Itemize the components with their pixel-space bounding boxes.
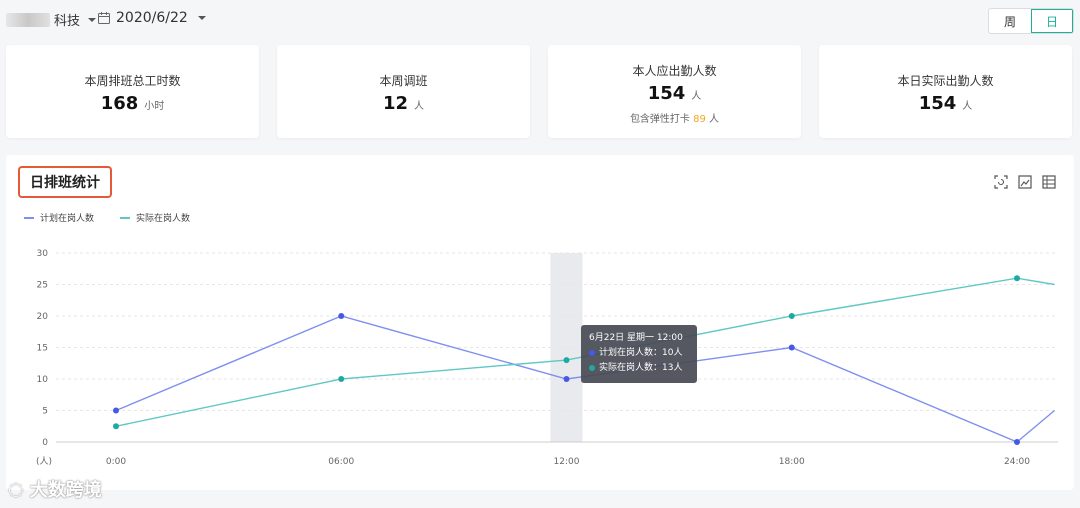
legend-label: 计划在岗人数 bbox=[40, 214, 95, 224]
stat-unit: 人 bbox=[414, 101, 425, 112]
x-tick-label: 06:00 bbox=[328, 457, 354, 467]
tooltip-label: 计划在岗人数： bbox=[599, 348, 663, 358]
data-point bbox=[113, 423, 119, 430]
note-text: 包含弹性打卡 bbox=[629, 114, 690, 125]
stat-label: 本周调班 bbox=[379, 74, 428, 88]
stat-card-weekly-shift-change: 本周调班 12 人 bbox=[277, 45, 530, 138]
y-tick-label: 25 bbox=[37, 281, 48, 291]
legend-label: 实际在岗人数 bbox=[136, 214, 191, 224]
date-picker[interactable]: 2020/6/22 bbox=[98, 10, 216, 26]
legend-swatch bbox=[24, 216, 34, 219]
company-name-suffix: 科技 bbox=[54, 14, 81, 29]
chart-panel: 日排班统计 计划在岗人数 实际在岗人数 bbox=[6, 155, 1074, 490]
stat-number: 154 bbox=[647, 83, 686, 104]
restore-icon[interactable] bbox=[994, 175, 1008, 189]
stat-value: 12 人 bbox=[277, 93, 530, 114]
stat-value: 154 人 bbox=[548, 83, 801, 104]
data-point bbox=[563, 376, 570, 382]
x-tick-label: 24:00 bbox=[1004, 457, 1030, 467]
save-image-icon[interactable] bbox=[1018, 175, 1032, 189]
y-axis-unit: (人) bbox=[36, 456, 52, 467]
day-view-button[interactable]: 日 bbox=[1031, 9, 1073, 33]
chevron-down-icon bbox=[197, 16, 206, 20]
date-value: 2020/6/22 bbox=[116, 10, 188, 26]
chevron-down-icon bbox=[88, 17, 97, 22]
data-point bbox=[788, 344, 795, 351]
company-name-redacted bbox=[6, 12, 50, 27]
legend-item-actual[interactable]: 实际在岗人数 bbox=[120, 211, 190, 224]
stat-label: 本周排班总工时数 bbox=[84, 74, 181, 88]
brand-icon: ◌ bbox=[8, 478, 24, 500]
stat-unit: 小时 bbox=[144, 101, 165, 112]
tooltip-value: 13人 bbox=[662, 363, 683, 373]
data-point bbox=[1014, 275, 1020, 282]
company-selector[interactable]: 科技 bbox=[6, 10, 106, 29]
stat-number: 12 bbox=[382, 93, 409, 114]
week-view-button[interactable]: 周 bbox=[1003, 14, 1016, 29]
stat-value: 168 小时 bbox=[6, 93, 259, 114]
data-point bbox=[338, 376, 345, 382]
watermark-text: 大数跨境 bbox=[29, 480, 102, 501]
legend-item-plan[interactable]: 计划在岗人数 bbox=[24, 211, 94, 224]
stat-card-actual-attendance: 本日实际出勤人数 154 人 bbox=[819, 45, 1072, 138]
view-toggle: 周 日 bbox=[988, 8, 1074, 34]
stat-value: 154 人 bbox=[819, 93, 1072, 114]
y-tick-label: 30 bbox=[37, 249, 49, 259]
chart-legend: 计划在岗人数 实际在岗人数 bbox=[24, 211, 190, 224]
data-point bbox=[788, 313, 795, 319]
y-tick-label: 5 bbox=[42, 407, 48, 417]
stat-unit: 人 bbox=[691, 91, 702, 102]
y-tick-label: 15 bbox=[37, 344, 48, 354]
stat-note: 包含弹性打卡 89 人 bbox=[548, 110, 801, 125]
data-point bbox=[563, 357, 570, 364]
chart-toolbox bbox=[994, 175, 1056, 189]
stat-card-expected-attendance: 本人应出勤人数 154 人 包含弹性打卡 89 人 bbox=[548, 45, 801, 138]
tooltip-row-actual: 实际在岗人数：13人 bbox=[589, 361, 689, 376]
data-view-icon[interactable] bbox=[1042, 175, 1056, 189]
stat-card-weekly-hours: 本周排班总工时数 168 小时 bbox=[6, 45, 259, 138]
chart-title: 日排班统计 bbox=[18, 166, 112, 198]
tooltip-label: 实际在岗人数： bbox=[599, 363, 663, 373]
tooltip-dot bbox=[589, 364, 595, 371]
data-point bbox=[338, 313, 345, 319]
y-tick-label: 20 bbox=[37, 312, 49, 322]
data-point bbox=[113, 407, 119, 414]
stat-unit: 人 bbox=[962, 101, 973, 112]
calendar-icon bbox=[98, 12, 110, 24]
stat-label: 本日实际出勤人数 bbox=[897, 74, 994, 88]
note-value: 89 bbox=[693, 114, 706, 125]
tooltip-row-plan: 计划在岗人数：10人 bbox=[589, 346, 689, 361]
stat-number: 154 bbox=[918, 93, 957, 114]
chart-tooltip: 6月22日 星期一 12:00 计划在岗人数：10人 实际在岗人数：13人 bbox=[581, 325, 697, 383]
y-tick-label: 10 bbox=[37, 375, 49, 385]
stat-number: 168 bbox=[100, 93, 139, 114]
x-tick-label: 18:00 bbox=[779, 457, 805, 467]
watermark-logo: ◌ 大数跨境 bbox=[8, 476, 102, 502]
tooltip-title: 6月22日 星期一 12:00 bbox=[589, 333, 683, 343]
x-tick-label: 12:00 bbox=[554, 457, 580, 467]
note-unit: 人 bbox=[709, 114, 720, 125]
data-point bbox=[1014, 439, 1020, 445]
legend-swatch bbox=[120, 216, 131, 219]
y-tick-label: 0 bbox=[42, 438, 48, 448]
stat-label: 本人应出勤人数 bbox=[632, 64, 717, 78]
tooltip-dot bbox=[589, 349, 595, 356]
top-bar: 科技 2020/6/22 周 日 bbox=[0, 0, 1080, 40]
x-tick-label: 0:00 bbox=[106, 457, 126, 467]
tooltip-value: 10人 bbox=[662, 348, 683, 358]
